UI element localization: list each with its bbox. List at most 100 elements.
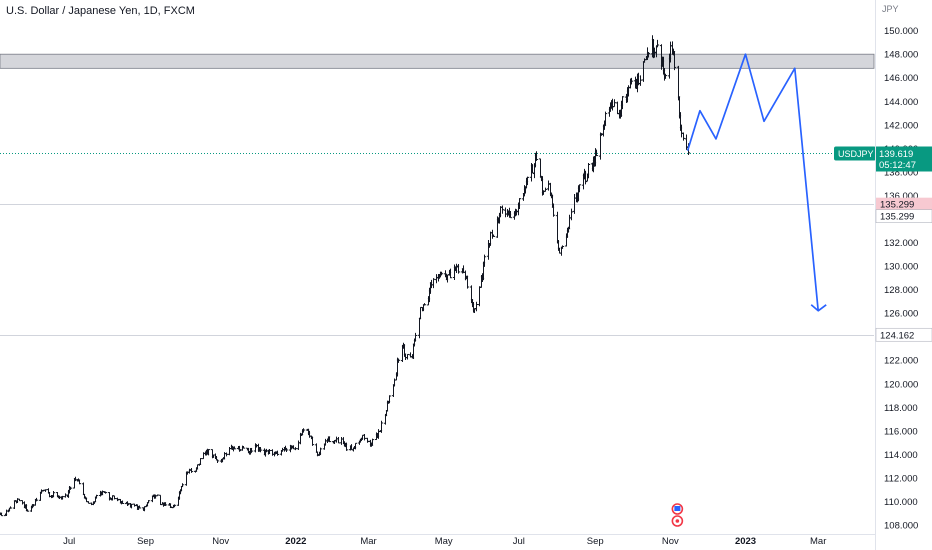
ohlc-bar[interactable] xyxy=(676,65,681,101)
ohlc-bar[interactable] xyxy=(284,448,289,453)
ohlc-bar[interactable] xyxy=(594,149,599,157)
ohlc-bar[interactable] xyxy=(60,495,65,500)
ohlc-bar[interactable] xyxy=(422,303,427,306)
price-axis[interactable]: JPY 108.000 110.000 112.000 114.000 116.000 11… xyxy=(875,0,932,550)
ohlc-bar[interactable] xyxy=(17,498,22,502)
ohlc-bar[interactable] xyxy=(551,203,556,217)
ohlc-bar[interactable] xyxy=(645,47,650,61)
ohlc-bar[interactable] xyxy=(180,483,185,487)
ohlc-bar[interactable] xyxy=(379,420,384,433)
ohlc-bar[interactable] xyxy=(258,446,263,453)
ohlc-bar[interactable] xyxy=(652,47,657,58)
us-flag-event-icon[interactable] xyxy=(671,503,684,527)
ohlc-bar[interactable] xyxy=(146,500,151,504)
ohlc-bar[interactable] xyxy=(490,229,495,239)
ohlc-bar[interactable] xyxy=(103,491,108,494)
ohlc-bar[interactable] xyxy=(569,208,574,221)
ohlc-bar[interactable] xyxy=(120,500,125,505)
ohlc-bar[interactable] xyxy=(546,180,551,191)
ohlc-bar[interactable] xyxy=(555,211,560,244)
ticker-tag-bg[interactable] xyxy=(834,146,876,161)
ohlc-bar[interactable] xyxy=(0,512,4,517)
ohlc-bar[interactable] xyxy=(603,111,608,126)
ohlc-bar[interactable] xyxy=(334,436,339,443)
ohlc-bar[interactable] xyxy=(663,73,668,79)
ohlc-bar[interactable] xyxy=(629,77,634,85)
ohlc-bar[interactable] xyxy=(112,495,117,500)
ohlc-bar[interactable] xyxy=(503,207,508,218)
ohlc-bar[interactable] xyxy=(646,52,651,58)
ohlc-bar[interactable] xyxy=(465,275,470,289)
ohlc-bar[interactable] xyxy=(482,254,487,267)
ohlc-bar[interactable] xyxy=(323,438,328,446)
ohlc-bar[interactable] xyxy=(296,440,301,451)
ohlc-bar[interactable] xyxy=(500,205,505,214)
ohlc-bar[interactable] xyxy=(586,162,591,179)
ohlc-bar[interactable] xyxy=(51,491,56,498)
ohlc-bar[interactable] xyxy=(275,450,280,456)
resistance-zone-rect[interactable] xyxy=(0,53,875,69)
current-price-label-bg[interactable] xyxy=(876,146,932,172)
ohlc-bar[interactable] xyxy=(327,436,332,443)
ohlc-bar[interactable] xyxy=(672,51,677,71)
ohlc-bar[interactable] xyxy=(508,210,513,219)
projection-path[interactable] xyxy=(686,53,820,311)
alert-price-label-bg[interactable] xyxy=(876,197,932,210)
ohlc-bar[interactable] xyxy=(525,176,530,186)
ohlc-bar[interactable] xyxy=(353,442,358,450)
projection-arrowhead[interactable] xyxy=(810,304,827,312)
ohlc-bar[interactable] xyxy=(405,353,410,360)
ohlc-bar[interactable] xyxy=(155,494,160,497)
ohlc-bar[interactable] xyxy=(534,151,539,161)
ohlc-bar[interactable] xyxy=(172,504,177,508)
ohlc-bar[interactable] xyxy=(129,503,134,509)
ohlc-bar[interactable] xyxy=(158,494,163,506)
ohlc-bar[interactable] xyxy=(314,443,319,453)
ohlc-bar[interactable] xyxy=(344,442,349,451)
ohlc-bar[interactable] xyxy=(301,428,306,433)
ohlc-bar[interactable] xyxy=(560,245,565,249)
ohlc-bar[interactable] xyxy=(68,486,73,490)
ohlc-bar[interactable] xyxy=(567,214,572,229)
ohlc-bar[interactable] xyxy=(34,497,39,502)
ohlc-bar[interactable] xyxy=(387,395,392,404)
ohlc-bar[interactable] xyxy=(413,332,418,342)
ohlc-bar[interactable] xyxy=(488,231,493,246)
ohlc-bar[interactable] xyxy=(543,187,548,192)
ohlc-bar[interactable] xyxy=(267,449,272,455)
level-price-label[interactable]: 135.299 xyxy=(880,212,914,223)
ohlc-bar[interactable] xyxy=(249,447,254,453)
ohlc-bar[interactable] xyxy=(431,278,436,289)
ohlc-bar[interactable] xyxy=(474,301,479,312)
ohlc-bar[interactable] xyxy=(232,446,237,450)
ohlc-bar[interactable] xyxy=(620,96,625,110)
time-axis[interactable]: ayJulSepNov2022MarMayJulSepNov2023Mar xyxy=(0,534,875,550)
ohlc-bar[interactable] xyxy=(418,306,423,320)
ohlc-bar[interactable] xyxy=(241,445,246,449)
ohlc-bar[interactable] xyxy=(583,170,588,185)
ohlc-bar[interactable] xyxy=(599,133,604,136)
ohlc-bar[interactable] xyxy=(572,194,577,214)
ohlc-bar[interactable] xyxy=(318,447,323,455)
ohlc-bar[interactable] xyxy=(224,452,229,457)
ohlc-bar[interactable] xyxy=(517,198,522,210)
ohlc-bar[interactable] xyxy=(270,449,275,456)
ohlc-bar[interactable] xyxy=(8,506,13,509)
ohlc-bar[interactable] xyxy=(77,479,82,485)
current-price-label[interactable]: 139.619 xyxy=(879,149,913,160)
ohlc-bar[interactable] xyxy=(577,184,582,193)
ohlc-bar[interactable] xyxy=(598,132,603,160)
ticker-tag-text[interactable]: USDJPY xyxy=(838,149,874,159)
ohlc-bar[interactable] xyxy=(538,158,543,178)
ohlc-bar[interactable] xyxy=(681,132,686,141)
ohlc-bar[interactable] xyxy=(362,433,367,441)
alert-price-label[interactable]: 135.299 xyxy=(880,200,914,211)
level-price-label[interactable]: 124.162 xyxy=(880,330,914,341)
ohlc-bar[interactable] xyxy=(336,436,341,444)
ohlc-bar[interactable] xyxy=(310,436,315,446)
ohlc-bar[interactable] xyxy=(615,101,620,115)
ohlc-bar[interactable] xyxy=(137,505,142,509)
ohlc-bar[interactable] xyxy=(477,286,482,307)
ohlc-bar[interactable] xyxy=(638,75,643,86)
